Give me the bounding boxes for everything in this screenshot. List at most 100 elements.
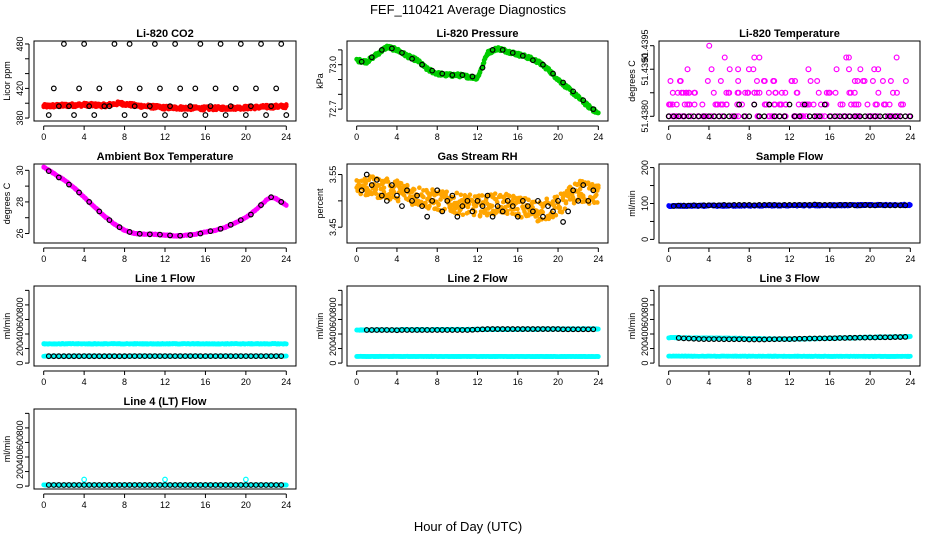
data-point <box>565 193 571 199</box>
data-point <box>509 203 516 210</box>
data-point <box>570 195 576 200</box>
data-point <box>884 113 891 120</box>
data-point <box>242 112 249 118</box>
data-point <box>494 203 501 210</box>
data-point <box>157 231 163 238</box>
data-point <box>499 208 506 215</box>
y-tick-label: 3.45 <box>328 218 338 236</box>
data-point <box>837 101 844 108</box>
x-tick-label: 12 <box>160 254 170 264</box>
data-point <box>439 70 446 77</box>
data-point <box>474 197 481 204</box>
data-point <box>823 101 830 108</box>
data-point <box>459 72 466 78</box>
x-tick-label: 12 <box>472 254 482 264</box>
data-point <box>686 89 693 96</box>
x-tick-label: 8 <box>435 254 440 264</box>
data-point <box>796 113 803 120</box>
data-point <box>753 77 760 84</box>
x-tick-label: 24 <box>905 132 915 142</box>
y-tick-label: 51.4390 <box>640 53 650 86</box>
data-point <box>268 194 275 201</box>
data-point <box>902 202 909 209</box>
data-point <box>807 77 814 84</box>
data-point <box>666 101 673 108</box>
data-point <box>278 353 285 360</box>
data-point <box>449 192 456 199</box>
y-tick-label: 0 <box>640 237 650 242</box>
data-point <box>86 199 93 205</box>
data-point <box>550 208 556 215</box>
data-point <box>900 101 907 108</box>
data-point <box>691 101 698 108</box>
data-point <box>781 113 788 120</box>
data-point <box>559 209 565 215</box>
x-tick-label: 4 <box>394 254 399 264</box>
data-point <box>540 61 546 68</box>
data-point <box>489 213 496 220</box>
y-tick-label: 600 <box>15 312 25 327</box>
data-point <box>263 112 269 118</box>
panel-title: Li-820 Pressure <box>437 28 519 40</box>
x-tick-label: 12 <box>472 377 482 387</box>
data-point <box>669 101 676 108</box>
x-tick-label: 4 <box>706 132 711 142</box>
data-point <box>560 79 566 86</box>
data-point <box>197 41 204 47</box>
data-point <box>687 113 694 120</box>
data-point <box>590 187 597 194</box>
data-point <box>684 66 691 73</box>
data-point <box>460 212 466 218</box>
data-point <box>530 205 535 210</box>
data-point <box>111 41 118 47</box>
x-tick-label: 16 <box>513 132 523 142</box>
data-point <box>776 101 783 108</box>
x-tick-label: 4 <box>82 254 87 264</box>
data-point <box>177 232 184 239</box>
x-tick-label: 20 <box>553 377 563 387</box>
data-point <box>550 70 556 77</box>
data-point <box>563 200 569 206</box>
data-point <box>826 89 833 96</box>
x-tick-label: 24 <box>593 254 603 264</box>
data-point <box>217 225 224 232</box>
data-point <box>893 89 900 96</box>
data-point <box>751 101 758 108</box>
data-point <box>378 46 385 53</box>
data-point <box>851 101 858 108</box>
data-point <box>454 213 461 220</box>
panel-title: Li-820 Temperature <box>739 28 840 40</box>
x-tick-label: 16 <box>200 132 210 142</box>
data-point <box>368 182 375 188</box>
plot-frame <box>33 285 297 367</box>
data-point <box>879 77 886 84</box>
x-tick-label: 0 <box>666 132 671 142</box>
y-axis-label: kPa <box>315 73 325 89</box>
data-point <box>423 200 428 206</box>
data-point <box>535 197 541 204</box>
data-point <box>409 197 415 204</box>
data-point <box>585 197 592 204</box>
data-point <box>673 113 680 120</box>
data-point <box>734 101 741 108</box>
panel-title: Ambient Box Temperature <box>97 151 234 163</box>
data-point <box>477 213 483 219</box>
panel-title: Li-820 CO2 <box>136 28 193 40</box>
data-point <box>871 66 878 73</box>
data-point <box>76 189 82 196</box>
y-tick-label: 200 <box>15 341 25 356</box>
x-tick-label: 8 <box>747 254 752 264</box>
series-avg <box>665 101 914 120</box>
data-point <box>207 228 214 235</box>
plot-frame <box>346 163 609 244</box>
data-point <box>570 88 577 95</box>
data-point <box>499 46 506 53</box>
data-point <box>568 186 574 191</box>
data-point <box>467 192 473 198</box>
panel-title: Gas Stream RH <box>437 151 517 163</box>
y-tick-label: 30 <box>15 165 25 175</box>
data-point <box>212 85 219 92</box>
data-point <box>434 187 441 194</box>
y-tick-label: 800 <box>15 297 25 312</box>
